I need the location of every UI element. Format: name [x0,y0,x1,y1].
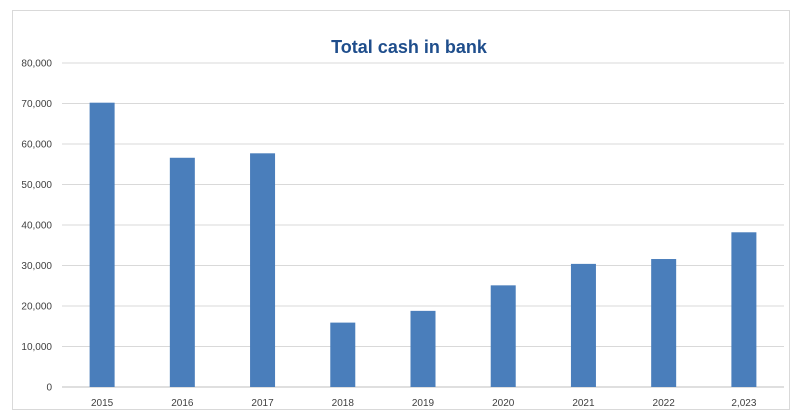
x-tick-label: 2020 [492,398,515,409]
y-tick-label: 10,000 [21,342,52,353]
bar-2020 [490,285,516,387]
bars [89,102,757,387]
y-tick-label: 80,000 [21,59,52,70]
y-tick-label: 70,000 [21,99,52,110]
x-tick-label: 2018 [332,398,355,409]
x-tick-label: 2017 [251,398,274,409]
y-tick-label: 20,000 [21,302,52,313]
x-axis-ticks: 2015 2016 2017 2018 2019 2020 2021 2022 2,023 [91,398,757,409]
bar-2019 [410,310,436,387]
bar-2017 [250,153,276,387]
y-tick-label: 0 [46,383,52,394]
x-tick-label: 2022 [653,398,676,409]
x-tick-label: 2019 [412,398,435,409]
bar-2022 [651,259,677,387]
y-axis-ticks: 0 10,000 20,000 30,000 40,000 50,000 60,000 70,… [21,59,52,394]
y-tick-label: 40,000 [21,221,52,232]
y-tick-label: 30,000 [21,261,52,272]
bar-2018 [330,322,356,387]
x-tick-label: 2015 [91,398,114,409]
y-tick-label: 60,000 [21,140,52,151]
bar-2,023 [731,232,757,387]
y-tick-label: 50,000 [21,180,52,191]
bar-2016 [169,157,195,387]
x-tick-label: 2,023 [731,398,756,409]
x-tick-label: 2021 [572,398,595,409]
bar-2021 [570,263,596,387]
x-tick-label: 2016 [171,398,194,409]
chart-title: Total cash in bank [331,37,488,57]
bar-2015 [89,102,115,387]
